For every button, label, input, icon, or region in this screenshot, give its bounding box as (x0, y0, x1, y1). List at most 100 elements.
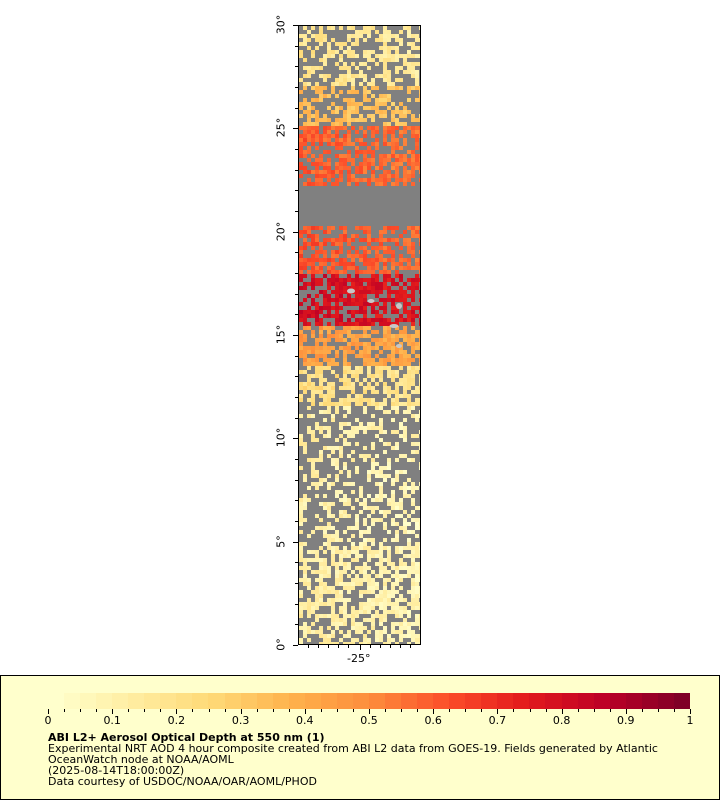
aod-cell (395, 642, 399, 644)
aod-cell (351, 334, 355, 338)
aod-cell (323, 586, 327, 590)
aod-cell (311, 590, 315, 594)
aod-cell (347, 298, 351, 302)
colorbar-segment (128, 693, 145, 709)
aod-cell (307, 158, 311, 162)
aod-cell (375, 138, 379, 142)
aod-cell (343, 126, 347, 130)
aod-cell (367, 546, 371, 550)
aod-cell (403, 490, 407, 494)
aod-cell (411, 370, 415, 374)
aod-cell (411, 334, 415, 338)
aod-cell (355, 374, 359, 378)
aod-cell (307, 630, 311, 634)
aod-cell (323, 166, 327, 170)
aod-cell (367, 426, 371, 430)
aod-cell (307, 38, 311, 42)
aod-cell (383, 30, 387, 34)
aod-cell (319, 38, 323, 42)
aod-cell (391, 446, 395, 450)
aod-cell (403, 410, 407, 414)
colorbar-segment (577, 693, 594, 709)
aod-cell (371, 346, 375, 350)
aod-cell (411, 130, 415, 134)
aod-cell (319, 158, 323, 162)
aod-cell (419, 466, 420, 470)
aod-cell (343, 610, 347, 614)
aod-cell (303, 314, 307, 318)
aod-cell (367, 146, 371, 150)
aod-cell (311, 394, 315, 398)
aod-cell (343, 466, 347, 470)
aod-cell (383, 78, 387, 82)
aod-cell (383, 26, 387, 30)
aod-cell (379, 546, 383, 550)
aod-cell (395, 78, 399, 82)
aod-cell (367, 402, 371, 406)
aod-cell (395, 334, 399, 338)
aod-cell (379, 378, 383, 382)
aod-cell (347, 538, 351, 542)
aod-cell (415, 118, 419, 122)
aod-cell (355, 302, 359, 306)
aod-cell (411, 442, 415, 446)
aod-cell (307, 282, 311, 286)
aod-cell (383, 570, 387, 574)
aod-cell (343, 166, 347, 170)
aod-cell (411, 510, 415, 514)
aod-cell (327, 598, 331, 602)
colorbar-segment (80, 693, 97, 709)
aod-cell (347, 514, 351, 518)
aod-cell (363, 30, 367, 34)
colorbar-segment (673, 693, 690, 709)
aod-cell (411, 546, 415, 550)
aod-cell (383, 558, 387, 562)
colorbar-minor-tick (128, 709, 130, 712)
aod-cell (375, 434, 379, 438)
aod-cell (311, 26, 315, 30)
aod-cell (387, 590, 391, 594)
aod-cell (391, 622, 395, 626)
aod-cell (363, 226, 367, 230)
colorbar-tick-label: 0.2 (167, 714, 186, 727)
aod-cell (327, 346, 331, 350)
aod-cell (331, 346, 335, 350)
lat-tick-label: 20° (274, 221, 288, 241)
aod-cell (371, 50, 375, 54)
aod-cell (359, 542, 363, 546)
aod-cell (411, 378, 415, 382)
aod-cell (375, 86, 379, 90)
aod-cell (319, 426, 323, 430)
aod-cell (327, 338, 331, 342)
aod-cell (419, 54, 420, 58)
aod-cell (331, 26, 335, 30)
aod-cell (339, 346, 343, 350)
aod-cell (299, 354, 303, 358)
aod-cell (383, 598, 387, 602)
aod-cell (399, 558, 403, 562)
aod-cell (403, 382, 407, 386)
aod-cell (315, 282, 319, 286)
aod-cell (411, 34, 415, 38)
aod-cell (335, 462, 339, 466)
aod-cell (363, 626, 367, 630)
aod-cell (311, 430, 315, 434)
aod-cell (415, 370, 419, 374)
aod-cell (371, 570, 375, 574)
aod-cell (391, 538, 395, 542)
aod-cell (339, 122, 343, 126)
aod-cell (411, 162, 415, 166)
aod-cell (327, 118, 331, 122)
aod-cell (403, 178, 407, 182)
aod-cell (363, 270, 367, 274)
aod-cell (367, 270, 371, 274)
colorbar-minor-tick (272, 709, 274, 712)
aod-cell (399, 158, 403, 162)
aod-cell (319, 246, 323, 250)
aod-cell (319, 250, 323, 254)
aod-cell (375, 586, 379, 590)
aod-cell (419, 634, 420, 638)
aod-cell (323, 78, 327, 82)
aod-cell (415, 154, 419, 158)
aod-cell (327, 322, 331, 326)
